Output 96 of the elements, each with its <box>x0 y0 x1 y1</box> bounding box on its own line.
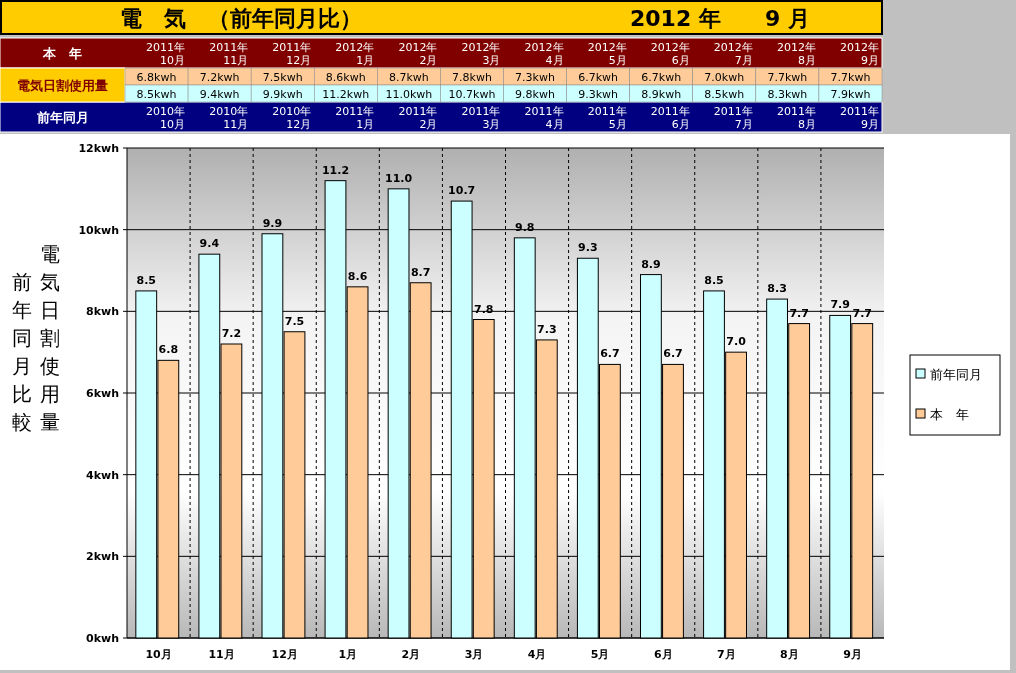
data-label: 9.3 <box>578 241 598 255</box>
text: 9.8kwh <box>515 88 555 101</box>
text: 2011年 11月 <box>209 40 249 67</box>
text: 2010年 11月 <box>209 104 249 131</box>
text: 電気日割使用量 <box>17 78 108 93</box>
text: 8.5kwh <box>704 88 745 101</box>
data-label: 10.7 <box>448 184 476 198</box>
data-label: 7.9 <box>830 298 850 312</box>
x-tick-label: 10月 <box>145 648 172 661</box>
data-label: 8.5 <box>704 273 724 287</box>
text: 7.9kwh <box>830 88 871 101</box>
text: 2011年 3月 <box>461 104 501 131</box>
x-tick-label: 3月 <box>464 648 484 661</box>
text: 2012年 8月 <box>776 40 816 67</box>
y-tick-label: 2kwh <box>86 550 119 564</box>
data-label: 8.7 <box>410 265 431 279</box>
y-tick-label: 12kwh <box>78 142 119 155</box>
x-tick-label: 7月 <box>716 648 736 661</box>
data-label: 6.7 <box>663 347 683 361</box>
text: 7.7kwh <box>830 71 871 84</box>
text: 2010年 12月 <box>272 104 312 131</box>
text: 2012年 9月 <box>840 40 879 67</box>
data-label: 9.4 <box>199 237 220 251</box>
text: 8.3kwh <box>767 88 808 101</box>
y-tick-label: 6kwh <box>86 387 119 400</box>
data-label: 8.3 <box>767 282 787 296</box>
text: 2011年 8月 <box>776 104 816 131</box>
data-label: 11.0 <box>385 171 413 185</box>
data-label: 7.2 <box>221 327 242 340</box>
text: 7.5kwh <box>262 71 303 84</box>
text: 8.6kwh <box>325 71 366 84</box>
text: 前年同月比較 <box>12 269 33 436</box>
data-label: 6.8 <box>158 343 179 357</box>
text: 2011年 6月 <box>650 104 690 131</box>
text: 2011年 12月 <box>272 40 312 67</box>
text: 2012年 4月 <box>524 40 564 67</box>
text: 2012年 7月 <box>713 40 753 67</box>
text: 11.0kwh <box>385 88 433 101</box>
text: 9.4kwh <box>199 88 240 101</box>
text: 2012年 5月 <box>587 40 627 67</box>
text: 6.7kwh <box>578 71 619 84</box>
y-tick-label: 8kwh <box>86 305 119 319</box>
text: 2012年 2月 <box>398 40 438 67</box>
text: 前年同月 <box>35 110 89 125</box>
x-tick-label: 2月 <box>401 648 421 661</box>
data-label: 8.5 <box>136 273 156 287</box>
x-tick-label: 6月 <box>653 648 673 661</box>
y-tick-label: 4kwh <box>86 468 119 482</box>
text: 10.7kwh <box>448 88 496 101</box>
data-label: 11.2 <box>321 163 350 177</box>
x-tick-label: 11月 <box>208 648 235 661</box>
legend-label: 前年同月 <box>930 367 982 382</box>
text: 2012年 3月 <box>461 40 501 67</box>
text: 7.8kwh <box>452 71 492 84</box>
text: 7.2kwh <box>199 71 240 84</box>
x-tick-label: 4月 <box>527 648 547 661</box>
text: 6.7kwh <box>641 71 682 84</box>
text: 2011年 9月 <box>840 104 879 131</box>
text: 2011年 10月 <box>146 40 186 67</box>
text: 8.7kwh <box>388 71 429 84</box>
text: 本 年 <box>42 46 82 61</box>
x-tick-label: 12月 <box>271 648 298 661</box>
text: 8.9kwh <box>641 88 682 101</box>
text: 2010年 10月 <box>146 104 186 131</box>
text: 2011年 5月 <box>587 104 627 131</box>
data-label: 7.0 <box>726 335 747 349</box>
data-label: 8.9 <box>641 257 661 271</box>
text: 2011年 1月 <box>335 104 375 131</box>
data-label: 9.9 <box>262 216 283 230</box>
text: 2012年 6月 <box>650 40 690 67</box>
text: 9.9kwh <box>262 88 303 101</box>
data-label: 7.3 <box>537 322 557 336</box>
data-label: 7.5 <box>284 314 305 328</box>
x-tick-label: 9月 <box>843 648 862 661</box>
y-tick-label: 0kwh <box>86 632 119 645</box>
x-tick-label: 5月 <box>590 648 610 661</box>
text: 7.7kwh <box>767 71 808 84</box>
text: 6.8kwh <box>136 71 177 84</box>
text: 7.3kwh <box>515 71 555 84</box>
text: 8.5kwh <box>136 88 177 101</box>
text: 2011年 2月 <box>398 104 438 131</box>
text: 7.0kwh <box>704 71 745 84</box>
text: 11.2kwh <box>322 88 370 101</box>
x-tick-label: 8月 <box>780 648 799 661</box>
text: 9.3kwh <box>578 88 619 101</box>
chart-title: 電 気 （前年同月比） <box>120 6 362 31</box>
data-label: 8.6 <box>347 269 368 283</box>
x-tick-label: 1月 <box>338 648 358 661</box>
y-tick-label: 10kwh <box>78 223 119 237</box>
text: 2011年 7月 <box>713 104 753 131</box>
legend-label: 本 年 <box>930 407 969 422</box>
chart-subtitle: 2012 年 9 月 <box>630 6 810 31</box>
text: 2012年 1月 <box>335 40 375 67</box>
y-axis-title: 電気日割使用量 <box>40 241 61 436</box>
text: 2011年 4月 <box>524 104 564 131</box>
data-label: 6.7 <box>600 347 620 361</box>
